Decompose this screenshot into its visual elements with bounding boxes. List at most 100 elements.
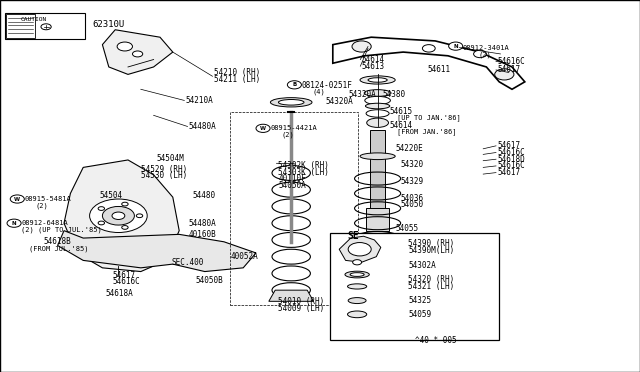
- Text: (2): (2): [35, 202, 48, 209]
- Text: (FROM JUL.'85): (FROM JUL.'85): [29, 245, 88, 252]
- Text: 54390M(LH): 54390M(LH): [408, 246, 454, 255]
- Text: 54303K (LH): 54303K (LH): [278, 168, 329, 177]
- Bar: [6, 14, 35, 38]
- Text: 54320 (RH): 54320 (RH): [408, 275, 454, 284]
- Ellipse shape: [360, 76, 396, 84]
- Text: 54321 (LH): 54321 (LH): [408, 282, 454, 291]
- Bar: [366, 208, 389, 231]
- Bar: [330, 232, 499, 340]
- Text: 54615: 54615: [389, 107, 412, 116]
- Text: 54050A: 54050A: [278, 181, 306, 190]
- Bar: [370, 130, 385, 212]
- Ellipse shape: [365, 103, 390, 109]
- Ellipse shape: [348, 284, 367, 289]
- Circle shape: [112, 212, 125, 219]
- Text: SEC.400: SEC.400: [172, 258, 204, 267]
- Text: 54210 (RH): 54210 (RH): [214, 68, 260, 77]
- Text: 54614: 54614: [362, 55, 385, 64]
- Text: 54009 (LH): 54009 (LH): [278, 304, 324, 312]
- Text: N: N: [12, 221, 17, 226]
- Text: 54325: 54325: [408, 296, 431, 305]
- Circle shape: [41, 24, 51, 30]
- Text: 54055: 54055: [396, 224, 419, 233]
- Circle shape: [98, 221, 104, 225]
- Text: 54616C: 54616C: [498, 148, 525, 157]
- Text: 40052A: 40052A: [230, 252, 258, 261]
- Text: 54390 (RH): 54390 (RH): [408, 239, 454, 248]
- Text: 54320A: 54320A: [349, 90, 376, 99]
- Text: 08915-4421A: 08915-4421A: [270, 125, 317, 131]
- Circle shape: [122, 225, 128, 229]
- Ellipse shape: [348, 311, 367, 318]
- Text: 54529 (RH): 54529 (RH): [141, 165, 187, 174]
- Text: 54480A: 54480A: [189, 122, 216, 131]
- Text: (2) (UP TO JUL.'85): (2) (UP TO JUL.'85): [21, 227, 102, 233]
- Polygon shape: [58, 231, 256, 272]
- Circle shape: [7, 219, 21, 227]
- Text: 54320A: 54320A: [325, 97, 353, 106]
- Text: (2): (2): [479, 51, 492, 58]
- Text: 54616C: 54616C: [498, 57, 525, 66]
- Text: W: W: [260, 126, 266, 131]
- Text: 54616C: 54616C: [498, 161, 525, 170]
- Text: 54618A: 54618A: [106, 289, 133, 298]
- Ellipse shape: [366, 110, 389, 117]
- Text: 54618B: 54618B: [44, 237, 71, 246]
- Text: 54220E: 54220E: [396, 144, 423, 153]
- Polygon shape: [64, 160, 179, 272]
- Text: 54613: 54613: [362, 62, 385, 71]
- Text: 08124-0251F: 08124-0251F: [301, 81, 352, 90]
- Text: 54380: 54380: [383, 90, 406, 99]
- Ellipse shape: [350, 273, 364, 276]
- Bar: [230, 112, 358, 305]
- Circle shape: [449, 42, 463, 50]
- Text: 54614: 54614: [389, 121, 412, 130]
- Ellipse shape: [278, 100, 304, 105]
- Text: 54617: 54617: [112, 271, 135, 280]
- Text: [FROM JAN.'86]: [FROM JAN.'86]: [397, 129, 456, 135]
- Text: CAUTION: CAUTION: [20, 17, 47, 22]
- Text: 54320: 54320: [400, 160, 423, 169]
- Circle shape: [122, 202, 128, 206]
- Text: 54504M: 54504M: [157, 154, 184, 163]
- Text: 62310U: 62310U: [93, 20, 125, 29]
- Circle shape: [136, 214, 143, 218]
- Text: 40110F: 40110F: [278, 174, 306, 183]
- Text: 54211 (LH): 54211 (LH): [214, 76, 260, 84]
- Polygon shape: [269, 290, 314, 301]
- Text: 54480A: 54480A: [189, 219, 216, 228]
- Text: 54617: 54617: [498, 141, 521, 150]
- Ellipse shape: [365, 96, 390, 105]
- Text: 54617: 54617: [498, 65, 521, 74]
- Ellipse shape: [368, 78, 387, 82]
- Text: 54059: 54059: [408, 310, 431, 319]
- Circle shape: [495, 69, 514, 80]
- Text: 54480: 54480: [192, 191, 215, 200]
- Circle shape: [422, 45, 435, 52]
- Text: 54010 (RH): 54010 (RH): [278, 297, 324, 306]
- Circle shape: [474, 50, 486, 58]
- Ellipse shape: [360, 153, 396, 160]
- Text: 08912-3401A: 08912-3401A: [462, 45, 509, 51]
- Text: (4): (4): [312, 89, 325, 95]
- Text: 54050: 54050: [400, 201, 423, 209]
- Text: (2): (2): [282, 132, 294, 138]
- Circle shape: [287, 81, 301, 89]
- Circle shape: [10, 195, 24, 203]
- Text: 54302K (RH): 54302K (RH): [278, 161, 329, 170]
- Circle shape: [132, 51, 143, 57]
- Polygon shape: [339, 236, 381, 262]
- Circle shape: [98, 207, 104, 211]
- Circle shape: [256, 124, 270, 132]
- Text: ^40 * 005: ^40 * 005: [415, 336, 456, 345]
- Text: SE: SE: [347, 231, 358, 241]
- Circle shape: [117, 42, 132, 51]
- Ellipse shape: [270, 98, 312, 107]
- Ellipse shape: [358, 294, 397, 301]
- Text: 54530 (LH): 54530 (LH): [141, 171, 187, 180]
- Circle shape: [102, 206, 134, 225]
- Circle shape: [353, 260, 362, 265]
- Ellipse shape: [364, 90, 391, 96]
- Text: 54611: 54611: [428, 65, 451, 74]
- Circle shape: [348, 243, 371, 256]
